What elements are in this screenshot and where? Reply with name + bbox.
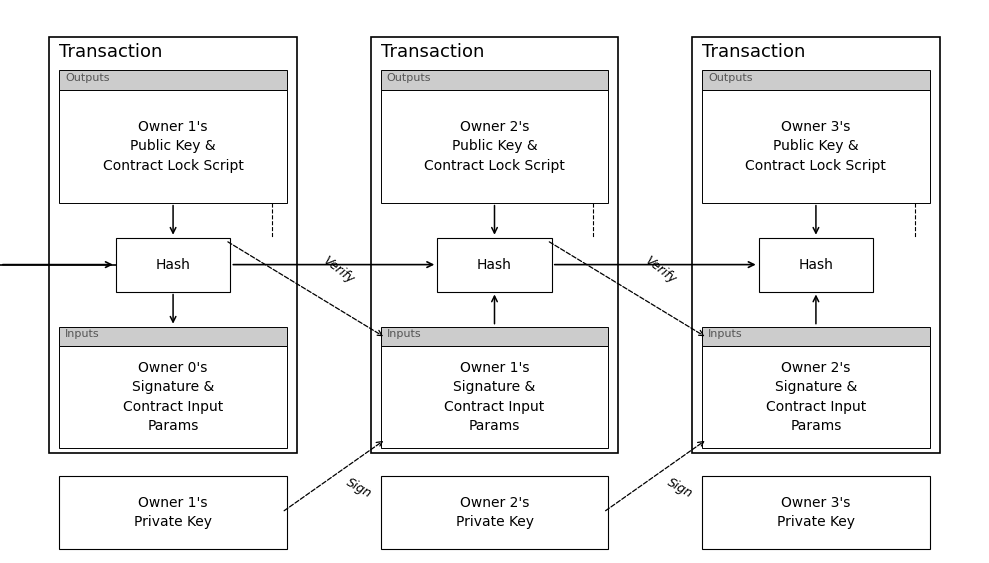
Text: Owner 1's
Public Key &
Contract Lock Script: Owner 1's Public Key & Contract Lock Scr… [103, 120, 243, 173]
Bar [437, 238, 552, 292]
Bar [702, 90, 930, 203]
Bar [702, 327, 930, 346]
Bar [702, 70, 930, 90]
Text: Hash: Hash [477, 258, 512, 271]
Text: Transaction: Transaction [702, 43, 806, 61]
Text: Verify: Verify [320, 254, 357, 286]
Bar [759, 238, 873, 292]
Bar [59, 346, 287, 448]
Bar [59, 90, 287, 203]
Text: Owner 0's
Signature &
Contract Input
Params: Owner 0's Signature & Contract Input Par… [123, 361, 224, 433]
Text: Hash: Hash [798, 258, 834, 271]
Bar [59, 327, 287, 346]
Text: Outputs: Outputs [387, 73, 431, 83]
Text: Owner 1's
Private Key: Owner 1's Private Key [135, 495, 212, 529]
Bar [49, 37, 297, 453]
Text: Inputs: Inputs [387, 329, 421, 339]
Bar [381, 476, 608, 549]
Bar [702, 346, 930, 448]
Text: Verify: Verify [642, 254, 678, 286]
Text: Owner 3's
Public Key &
Contract Lock Script: Owner 3's Public Key & Contract Lock Scr… [746, 120, 886, 173]
Text: Sign: Sign [344, 476, 374, 501]
Text: Owner 2's
Public Key &
Contract Lock Script: Owner 2's Public Key & Contract Lock Scr… [424, 120, 565, 173]
Bar [381, 70, 608, 90]
Text: Hash: Hash [155, 258, 191, 271]
Bar [371, 37, 618, 453]
Bar [702, 476, 930, 549]
Text: Owner 3's
Private Key: Owner 3's Private Key [777, 495, 854, 529]
Bar [381, 90, 608, 203]
Text: Owner 2's
Signature &
Contract Input
Params: Owner 2's Signature & Contract Input Par… [765, 361, 866, 433]
Text: Transaction: Transaction [59, 43, 163, 61]
Bar [116, 238, 230, 292]
Text: Outputs: Outputs [65, 73, 110, 83]
Text: Inputs: Inputs [708, 329, 743, 339]
Text: Sign: Sign [665, 476, 695, 501]
Text: Owner 2's
Private Key: Owner 2's Private Key [456, 495, 533, 529]
Text: Inputs: Inputs [65, 329, 100, 339]
Bar [381, 346, 608, 448]
Bar [59, 476, 287, 549]
Text: Outputs: Outputs [708, 73, 753, 83]
Bar [692, 37, 940, 453]
Bar [59, 70, 287, 90]
Text: Owner 1's
Signature &
Contract Input
Params: Owner 1's Signature & Contract Input Par… [444, 361, 545, 433]
Text: Transaction: Transaction [381, 43, 485, 61]
Bar [381, 327, 608, 346]
